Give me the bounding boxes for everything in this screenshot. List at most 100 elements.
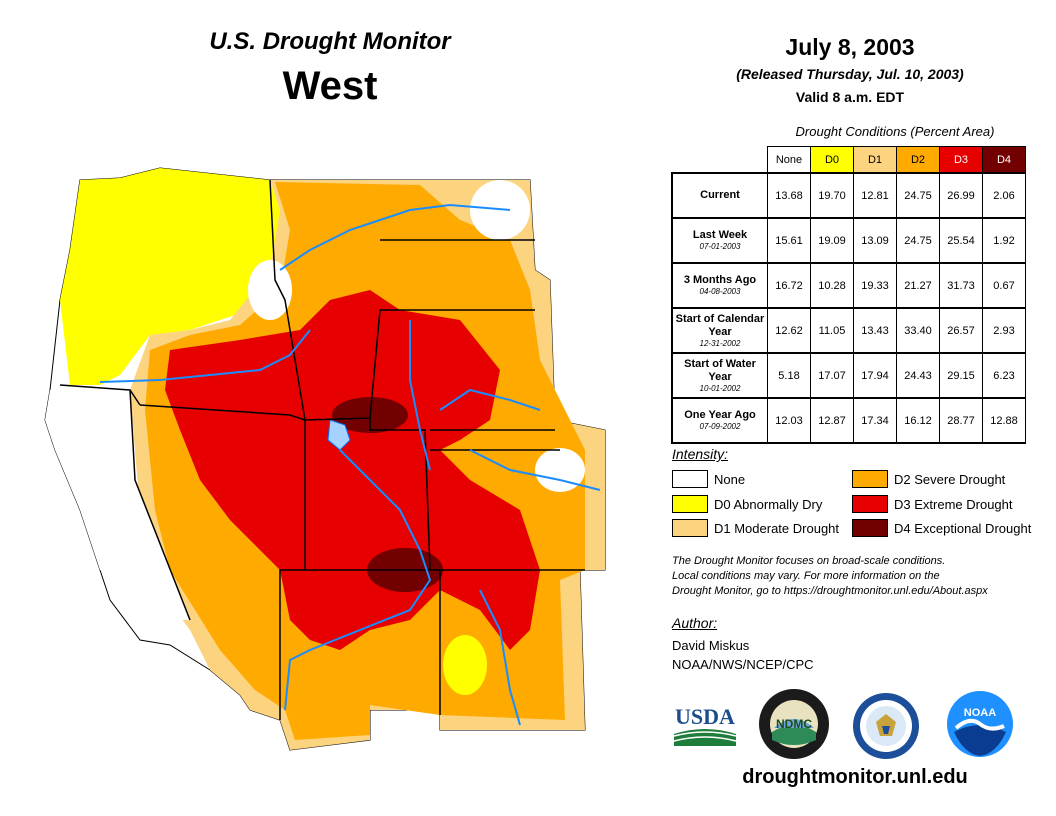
- stats-cell-d2: 21.27: [896, 262, 940, 309]
- author-organization: NOAA/NWS/NCEP/CPC: [672, 657, 814, 672]
- drought-map: [44, 167, 606, 751]
- stats-cell-none: 13.68: [767, 172, 811, 219]
- stats-cell-d4: 12.88: [982, 397, 1026, 444]
- header-none: None: [767, 146, 811, 174]
- usda-logo-text: USDA: [675, 704, 735, 729]
- legend-label-d0: D0 Abnormally Dry: [714, 496, 823, 512]
- stats-cell-d2: 24.75: [896, 172, 940, 219]
- stats-cell-d2: 16.12: [896, 397, 940, 444]
- author-name: David Miskus: [672, 638, 750, 653]
- none-area-nebraska: [535, 448, 585, 492]
- stats-cell-d0: 10.28: [810, 262, 854, 309]
- stats-row-label: One Year Ago 07-09-2002: [671, 397, 768, 444]
- d0-area-new-mexico: [443, 635, 487, 695]
- stats-row-label: 3 Months Ago 04-08-2003: [671, 262, 768, 309]
- stats-row: Last Week 07-01-2003 15.61 19.09 13.09 24.75 2…: [671, 217, 1026, 264]
- legend-title: Intensity:: [672, 446, 729, 462]
- stats-cell-none: 12.62: [767, 307, 811, 354]
- stats-cell-d2: 24.75: [896, 217, 940, 264]
- header-d2: D2: [896, 146, 940, 174]
- none-area-idaho: [248, 260, 292, 320]
- stats-cell-d3: 29.15: [939, 352, 983, 399]
- author-heading: Author:: [672, 615, 718, 631]
- header-blank-cell: [672, 147, 768, 174]
- header-d1: D1: [853, 146, 897, 174]
- product-title: U.S. Drought Monitor: [209, 28, 451, 55]
- header-d3: D3: [939, 146, 983, 174]
- legend-item-d3: D3 Extreme Drought: [852, 495, 1013, 513]
- stats-cell-d3: 28.77: [939, 397, 983, 444]
- note-line-3[interactable]: Drought Monitor, go to https://droughtmo…: [672, 585, 988, 597]
- disclaimer-note: The Drought Monitor focuses on broad-sca…: [672, 554, 1042, 599]
- usda-logo: USDA: [673, 704, 737, 746]
- stats-row-date: 07-09-2002: [699, 422, 741, 431]
- stats-cell-d4: 0.67: [982, 262, 1026, 309]
- stats-cell-d0: 12.87: [810, 397, 854, 444]
- stats-row-title: Start of Calendar Year: [675, 312, 765, 338]
- stats-cell-d4: 2.93: [982, 307, 1026, 354]
- note-line-1: The Drought Monitor focuses on broad-sca…: [672, 555, 946, 567]
- legend-swatch-d1: [672, 519, 708, 537]
- stats-cell-d0: 17.07: [810, 352, 854, 399]
- stats-cell-d3: 26.57: [939, 307, 983, 354]
- stats-cell-d2: 33.40: [896, 307, 940, 354]
- legend-item-none: None: [672, 470, 745, 488]
- stats-row-label: Start of Water Year 10-01-2002: [671, 352, 768, 399]
- rivers: [99, 203, 601, 726]
- stats-cell-d3: 25.54: [939, 217, 983, 264]
- legend-label-d3: D3 Extreme Drought: [894, 496, 1013, 512]
- stats-row: Start of Water Year 10-01-2002 5.18 17.07 17…: [671, 352, 1026, 399]
- great-salt-lake: [327, 419, 351, 451]
- stats-row: One Year Ago 07-09-2002 12.03 12.87 17.34 16.…: [671, 397, 1026, 444]
- noaa-logo: NOAA: [947, 691, 1013, 757]
- header-d0: D0: [810, 146, 854, 174]
- stats-cell-d2: 24.43: [896, 352, 940, 399]
- legend-swatch-d0: [672, 495, 708, 513]
- stats-cell-d1: 17.94: [853, 352, 897, 399]
- commerce-seal: [853, 693, 919, 759]
- stats-cell-d0: 11.05: [810, 307, 854, 354]
- stats-cell-d0: 19.09: [810, 217, 854, 264]
- stats-cell-d4: 6.23: [982, 352, 1026, 399]
- legend-label-none: None: [714, 471, 746, 487]
- noaa-logo-text: NOAA: [964, 707, 996, 719]
- stats-cell-d1: 12.81: [853, 172, 897, 219]
- stats-row: 3 Months Ago 04-08-2003 16.72 10.28 19.33 21.…: [671, 262, 1026, 309]
- ndmc-logo-text: NDMC: [776, 717, 812, 731]
- none-area-california: [45, 390, 190, 620]
- stats-row-title: Last Week: [692, 229, 748, 241]
- release-date: (Released Thursday, Jul. 10, 2003): [736, 66, 964, 82]
- legend-swatch-d2: [852, 470, 888, 488]
- stats-row-label: Current: [671, 172, 768, 219]
- stats-cell-none: 12.03: [767, 397, 811, 444]
- stats-row-date: 10-01-2002: [699, 383, 741, 393]
- table-body: Current 13.68 19.70 12.81 24.75 26.99 2.06 Last…: [671, 172, 1026, 444]
- stats-caption: Drought Conditions (Percent Area): [795, 124, 995, 139]
- stats-row: Start of Calendar Year 12-31-2002 12.62 11.…: [671, 307, 1026, 354]
- drought-stats-table: None D0 D1 D2 D3 D4 Current 13.68 19.70 12.…: [671, 146, 1026, 444]
- stats-row-title: Current: [700, 189, 740, 201]
- stats-cell-d3: 26.99: [939, 172, 983, 219]
- stats-row-date: 12-31-2002: [699, 338, 741, 348]
- stats-cell-none: 15.61: [767, 217, 811, 264]
- state-boundaries: [59, 179, 585, 720]
- legend-label-d4: D4 Exceptional Drought: [894, 520, 1032, 536]
- stats-row-date: 04-08-2003: [699, 287, 741, 296]
- legend-label-d1: D1 Moderate Drought: [714, 520, 840, 536]
- valid-time: Valid 8 a.m. EDT: [795, 89, 905, 105]
- stats-row-title: Start of Water Year: [684, 357, 756, 383]
- website-link[interactable]: droughtmonitor.unl.edu: [742, 766, 968, 788]
- stats-row-label: Last Week 07-01-2003: [671, 217, 768, 264]
- legend-swatch-d4: [852, 519, 888, 537]
- stats-row: Current 13.68 19.70 12.81 24.75 26.99 2.06: [671, 172, 1026, 219]
- stats-row-label: Start of Calendar Year 12-31-2002: [671, 307, 768, 354]
- d3-area: [165, 290, 540, 650]
- stats-cell-d1: 13.43: [853, 307, 897, 354]
- legend-item-d1: D1 Moderate Drought: [672, 519, 839, 537]
- d0-northwest-area: [60, 168, 280, 385]
- stats-cell-none: 16.72: [767, 262, 811, 309]
- legend-label-d2: D2 Severe Drought: [894, 471, 1006, 487]
- header-d4: D4: [982, 146, 1026, 174]
- stats-cell-d1: 17.34: [853, 397, 897, 444]
- stats-row-title: One Year Ago: [684, 409, 756, 421]
